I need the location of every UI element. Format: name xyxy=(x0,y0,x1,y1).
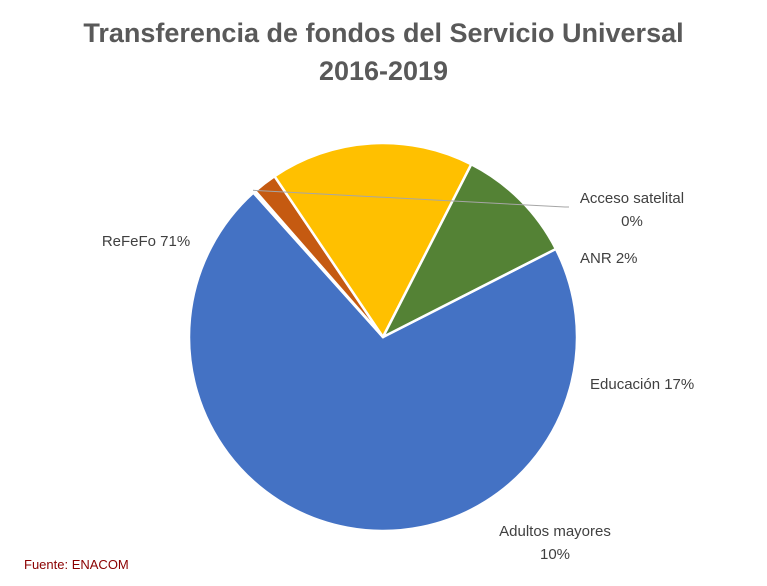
slice-label-line: 10% xyxy=(540,546,570,563)
slice-label-line: 0% xyxy=(621,213,643,230)
slice-label-line: Acceso satelital xyxy=(580,190,684,207)
leader-line-acceso-satelital xyxy=(252,189,569,208)
slice-label-educaci-n: Educación 17% xyxy=(590,376,694,393)
chart-title-line-1: Transferencia de fondos del Servicio Uni… xyxy=(83,18,684,48)
chart-title-line-2: 2016-2019 xyxy=(318,56,449,86)
slice-label-adultos-mayores: Adultos mayores 10% xyxy=(499,523,611,563)
pie-slice-educaci-n xyxy=(273,141,473,339)
chart-title: Transferencia de fondos del Servicio Uni… xyxy=(0,14,767,90)
slice-label-refefo: ReFeFo 71% xyxy=(102,233,190,250)
slice-label-line: Adultos mayores xyxy=(499,523,611,540)
pie-slice-adultos-mayores xyxy=(381,163,558,339)
leader-lines xyxy=(252,189,569,208)
pie-slice-refefo xyxy=(187,191,579,533)
slice-label-anr: ANR 2% xyxy=(580,250,638,267)
pie-slices xyxy=(187,141,579,533)
slice-labels: ReFeFo 71% Acceso satelital 0% ANR 2% Educac… xyxy=(102,190,694,563)
slice-label-line: ANR 2% xyxy=(580,250,638,267)
source-note: Fuente: ENACOM xyxy=(24,557,129,572)
slice-label-acceso-satelital: Acceso satelital 0% xyxy=(580,190,684,230)
slice-label-line: Educación 17% xyxy=(590,376,694,393)
slice-label-line: ReFeFo 71% xyxy=(102,233,190,250)
